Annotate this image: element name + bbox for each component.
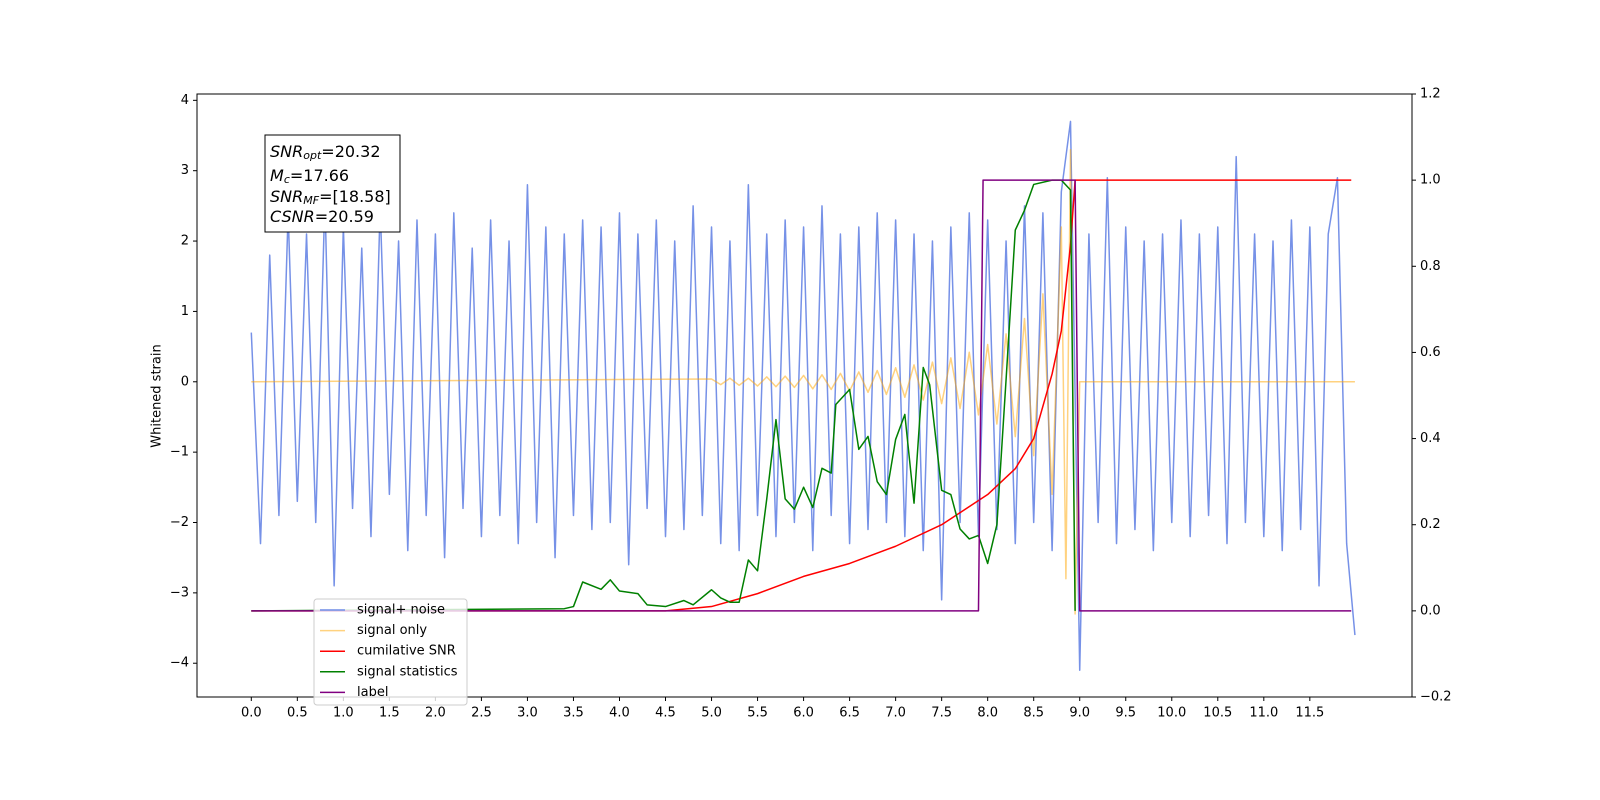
- annotation-value: =20.32: [321, 142, 380, 161]
- y-tick-label: 2: [181, 234, 189, 249]
- x-tick-label: 8.0: [977, 706, 998, 721]
- y-tick-label: 1: [181, 304, 189, 319]
- y-tick-label: 3: [181, 163, 189, 178]
- x-tick-label: 9.5: [1115, 706, 1136, 721]
- y2-tick-label: 1.2: [1420, 87, 1441, 102]
- series-line: [251, 148, 1355, 615]
- x-tick-label: 1.0: [333, 706, 354, 721]
- annotation-value: =[18.58]: [319, 187, 391, 206]
- x-tick-label: 8.5: [1023, 706, 1044, 721]
- annotation-text: CSNR=20.59: [270, 207, 374, 226]
- x-tick-label: 5.5: [747, 706, 768, 721]
- x-tick-label: 9.0: [1069, 706, 1090, 721]
- annotation-symbol: SNR: [270, 187, 303, 206]
- y2-tick-label: 0.0: [1420, 603, 1441, 618]
- x-tick-label: 0.0: [241, 706, 262, 721]
- y2-tick-label: 1.0: [1420, 173, 1441, 188]
- plot-area: [250, 120, 1356, 672]
- annotation-value: =17.66: [290, 166, 349, 185]
- x-tick-label: 7.0: [885, 706, 906, 721]
- y-tick-label: −1: [170, 445, 189, 460]
- x-tick-label: 3.5: [563, 706, 584, 721]
- annotation-text: Mc=17.66: [270, 166, 349, 187]
- annotation-box: SNRopt=20.32Mc=17.66SNRMF=[18.58]CSNR=20…: [264, 134, 401, 233]
- annotation-subscript: opt: [303, 149, 322, 162]
- legend-label: label: [357, 685, 388, 700]
- y-tick-label: 4: [181, 93, 189, 108]
- x-tick-label: 10.5: [1203, 706, 1232, 721]
- y2-tick-label: 0.2: [1420, 517, 1441, 532]
- series-line: [251, 179, 1076, 612]
- x-tick-label: 7.5: [931, 706, 952, 721]
- annotation-symbol: M: [270, 166, 284, 185]
- axes-frame: [196, 93, 1413, 698]
- y-tick-label: 0: [181, 374, 189, 389]
- legend-label: signal statistics: [357, 664, 458, 679]
- annotation-subscript: MF: [303, 194, 319, 207]
- x-tick-label: 6.5: [839, 706, 860, 721]
- x-tick-label: 6.0: [793, 706, 814, 721]
- x-tick-label: 3.0: [517, 706, 538, 721]
- annotation-value: =20.59: [315, 207, 374, 226]
- annotation-text: SNRMF=[18.58]: [270, 187, 391, 208]
- x-tick-label: 11.0: [1249, 706, 1278, 721]
- legend-label: cumilative SNR: [357, 644, 456, 659]
- x-tick-label: 2.5: [471, 706, 492, 721]
- y2-tick-label: 0.6: [1420, 345, 1441, 360]
- x-tick-label: 4.5: [655, 706, 676, 721]
- x-tick-label: 4.0: [609, 706, 630, 721]
- series-line: [251, 179, 1352, 612]
- annotation-symbol: CSNR: [270, 207, 315, 226]
- legend-frame: [313, 598, 468, 706]
- y2-tick-label: 0.8: [1420, 259, 1441, 274]
- x-tick-label: 11.5: [1295, 706, 1324, 721]
- annotation-text: SNRopt=20.32: [270, 142, 381, 163]
- x-tick-label: 2.0: [425, 706, 446, 721]
- y2-tick-label: 0.4: [1420, 431, 1441, 446]
- annotation-frame: [264, 134, 401, 233]
- legend-label: signal+ noise: [357, 603, 445, 618]
- x-tick-label: 5.0: [701, 706, 722, 721]
- x-tick-label: 10.0: [1157, 706, 1186, 721]
- annotation-subscript: c: [284, 173, 290, 186]
- legend-label: signal only: [357, 623, 427, 638]
- y-tick-label: −3: [170, 585, 189, 600]
- y-tick-label: −4: [170, 656, 189, 671]
- y-tick-label: −2: [170, 515, 189, 530]
- x-tick-label: 0.5: [287, 706, 308, 721]
- x-tick-label: 1.5: [379, 706, 400, 721]
- series-line: [251, 179, 1352, 612]
- annotation-symbol: SNR: [270, 142, 303, 161]
- y-axis-label: Whitened strain: [150, 344, 165, 447]
- y2-tick-label: −0.2: [1420, 690, 1452, 705]
- series-line: [250, 120, 1356, 672]
- legend: signal+ noise signal only cumilative SNR si…: [313, 598, 468, 706]
